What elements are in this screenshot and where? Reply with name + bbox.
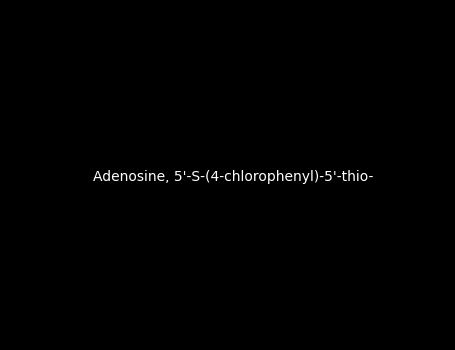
Text: Adenosine, 5'-S-(4-chlorophenyl)-5'-thio-: Adenosine, 5'-S-(4-chlorophenyl)-5'-thio… bbox=[93, 170, 374, 184]
